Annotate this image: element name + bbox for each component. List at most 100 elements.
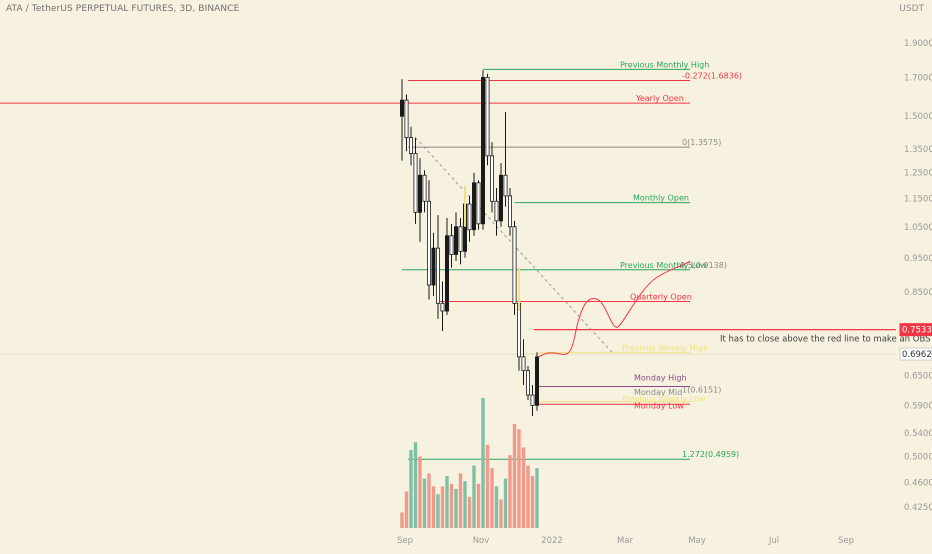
candle-body <box>467 203 472 231</box>
candle-body <box>422 174 427 202</box>
level-label: Monday Mid <box>634 388 682 397</box>
x-tick-label: Nov <box>473 536 490 546</box>
candle-body <box>449 235 454 255</box>
volume-bar <box>413 442 418 528</box>
candle-body <box>498 174 503 222</box>
volume-bar <box>503 478 508 528</box>
candle-body <box>476 182 481 225</box>
volume-bar <box>481 398 485 528</box>
candle-body <box>489 155 494 202</box>
y-tick-label: 1.2500 <box>904 169 932 179</box>
level-label: Quarterly Open <box>630 292 692 301</box>
volume-bar <box>454 489 458 528</box>
level-label: Yearly Open <box>635 94 684 103</box>
volume-bar <box>526 465 530 528</box>
volume-bar <box>436 494 440 528</box>
y-tick-label: 1.1500 <box>904 195 932 205</box>
price-label-box <box>899 347 932 361</box>
candle-body <box>517 302 522 358</box>
candle-body <box>435 247 440 304</box>
candle-body <box>408 137 413 154</box>
y-tick-label: 1.5000 <box>904 112 932 122</box>
level-label: 1(0.6151) <box>682 385 721 394</box>
chart-title: ATA / TetherUS PERPETUAL FUTURES, 3D, BI… <box>6 4 240 14</box>
y-tick-label: 0.5000 <box>904 453 932 463</box>
level-label: Previous Monthly High <box>620 60 709 69</box>
level-label: Previous Weekly High <box>622 343 708 352</box>
level-label: Monday High <box>634 374 687 383</box>
level-label: 1.272(0.4959) <box>682 450 739 459</box>
price-label-box <box>899 323 932 337</box>
y-tick-label: 0.4250 <box>904 503 932 513</box>
candle-body <box>521 356 526 372</box>
candle-body <box>503 174 508 197</box>
volume-bar <box>494 486 499 528</box>
level-label: -0.272(1.6836) <box>682 71 742 80</box>
volume-bar <box>521 447 526 528</box>
candle-body <box>507 195 512 228</box>
level-label: 0.5(0.9138) <box>680 261 727 270</box>
candle-body <box>440 302 445 312</box>
candle-body <box>494 200 499 222</box>
x-tick-label: Sep <box>838 536 854 546</box>
y-tick-label: 0.5400 <box>904 429 932 439</box>
volume-bar <box>499 499 503 528</box>
volume-bar <box>418 456 422 528</box>
volume-bar <box>409 450 413 528</box>
candle-body <box>512 226 517 304</box>
candle-body <box>526 370 531 396</box>
volume-bar <box>449 483 454 528</box>
y-tick-label: 0.8500 <box>904 288 932 298</box>
currency-label: USDT <box>899 4 924 14</box>
candle-body <box>485 77 490 157</box>
candle-body <box>458 226 463 252</box>
volume-bar <box>476 483 481 528</box>
price-label: 0.7533 <box>902 326 932 336</box>
candle-body <box>453 226 458 255</box>
volume-bar <box>440 486 445 528</box>
level-label: Previous Monthly Low <box>620 261 707 270</box>
candle-body <box>530 394 535 406</box>
y-tick-label: 1.3500 <box>904 145 932 155</box>
level-label: Monthly Open <box>633 194 689 203</box>
x-tick-label: Jul <box>768 536 779 546</box>
y-tick-label: 1.9000 <box>904 39 932 49</box>
price-axis-area <box>896 0 932 550</box>
volume-bar <box>427 473 431 528</box>
volume-bar <box>490 468 494 528</box>
y-tick-label: 0.9500 <box>904 254 932 264</box>
volume-bar <box>467 496 472 528</box>
volume-bar <box>463 481 467 528</box>
candle-body <box>431 247 436 286</box>
volume-bar <box>485 444 490 528</box>
volume-bar <box>517 429 521 528</box>
candle-body <box>417 174 422 213</box>
x-tick-label: Sep <box>397 536 413 546</box>
y-tick-label: 1.0500 <box>904 223 932 233</box>
candle-body <box>480 77 485 225</box>
volume-bar <box>445 476 449 528</box>
volume-bar <box>422 478 427 528</box>
volume-bar <box>535 468 539 528</box>
volume-bar <box>472 465 476 528</box>
projection-path <box>538 260 691 358</box>
y-tick-label: 1.7000 <box>904 73 932 83</box>
volume-bar <box>404 491 409 528</box>
candle-body <box>426 200 431 286</box>
level-label: Monday Low <box>634 401 684 410</box>
volume-bar <box>512 424 517 528</box>
y-tick-label: 0.5900 <box>904 401 932 411</box>
candle-body <box>471 182 476 231</box>
candle-body <box>413 153 418 213</box>
price-label: 0.6962 <box>902 350 932 360</box>
level-label: 0(1.3575) <box>682 138 721 147</box>
volume-bar <box>508 455 512 528</box>
x-tick-label: Mar <box>617 536 634 546</box>
volume-bar <box>458 473 463 528</box>
volume-bar <box>530 476 535 528</box>
x-tick-label: 2022 <box>541 536 563 546</box>
candle-body <box>535 356 540 406</box>
x-tick-label: May <box>688 536 706 546</box>
